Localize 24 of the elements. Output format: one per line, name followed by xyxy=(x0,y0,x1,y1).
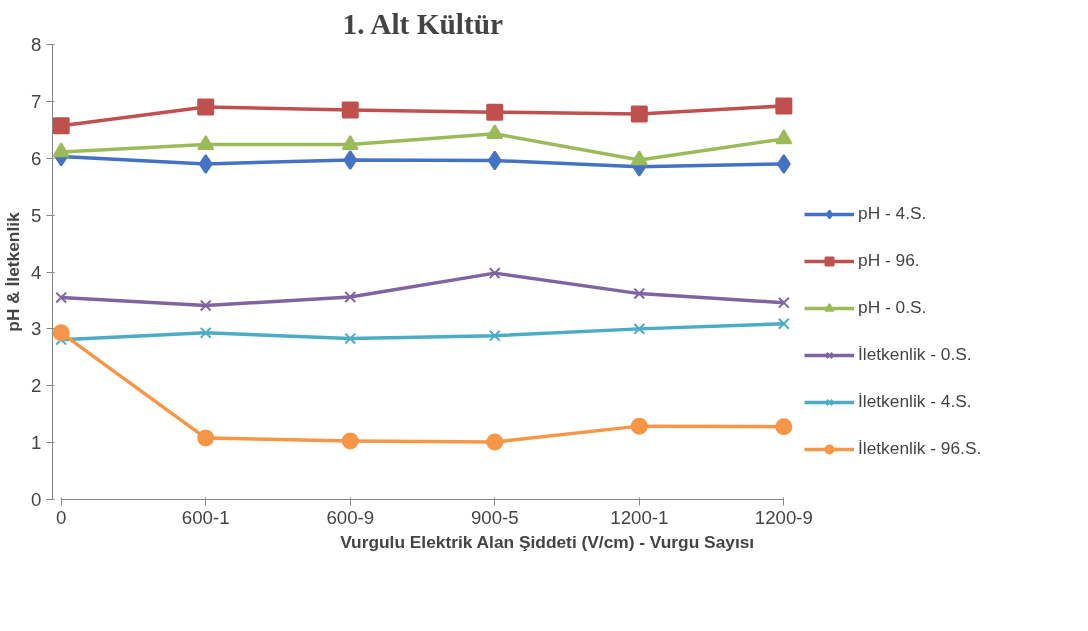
y-tick-label: 7 xyxy=(31,90,42,112)
y-tick-label: 1 xyxy=(31,432,42,454)
y-tick-label: 3 xyxy=(31,318,42,340)
legend-label: pH - 0.S. xyxy=(858,297,927,318)
y-tick-label: 2 xyxy=(31,375,42,397)
y-tick-label: 0 xyxy=(31,489,42,510)
x-tick-label: 1200-1 xyxy=(610,506,669,528)
x-tick-label: 900-5 xyxy=(470,506,519,528)
y-tick-label: 5 xyxy=(31,204,42,226)
legend-label: İletkenlik - 0.S. xyxy=(858,344,972,365)
legend-label: İletkenlik - 96.S. xyxy=(858,438,982,459)
x-tick-label: 600-1 xyxy=(181,506,230,528)
x-tick-label: 600-9 xyxy=(326,506,375,528)
x-axis-title: Vurgulu Elektrik Alan Şiddeti (V/cm) - Vurgu Sayısı xyxy=(340,531,755,552)
legend-label: pH - 4.S. xyxy=(858,203,927,224)
x-tick-label: 0 xyxy=(55,506,67,528)
y-tick-label: 4 xyxy=(31,261,42,283)
x-tick-label: 1200-9 xyxy=(754,506,813,528)
y-tick-label: 8 xyxy=(31,34,42,55)
legend-label: İletkenlik - 4.S. xyxy=(858,391,972,412)
chart-title: 1. Alt Kültür xyxy=(342,7,504,40)
legend-label: pH - 96. xyxy=(858,250,920,271)
y-tick-label: 6 xyxy=(31,147,42,169)
y-axis-title: pH & İletkenlik xyxy=(3,211,24,332)
